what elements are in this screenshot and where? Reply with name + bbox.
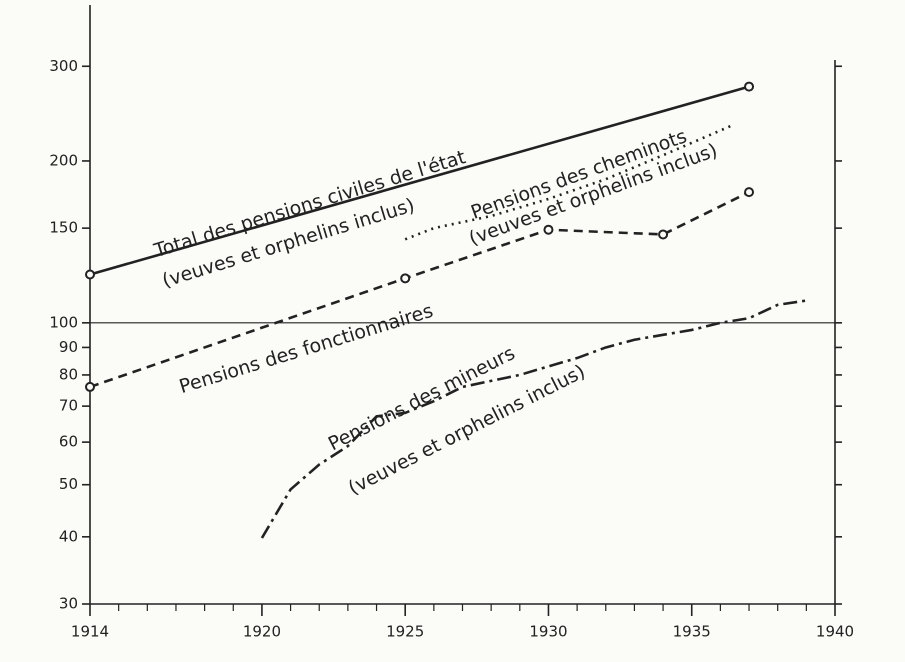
annotation: Pensions des mineurs xyxy=(325,342,519,455)
point-marker xyxy=(85,381,95,392)
y-tick-label: 100 xyxy=(49,313,78,331)
y-tick-label: 150 xyxy=(49,219,78,237)
y-tick-label: 200 xyxy=(49,151,78,169)
y-tick-label: 40 xyxy=(59,527,78,545)
point-marker xyxy=(744,187,755,198)
x-tick-label: 1940 xyxy=(816,623,854,641)
y-tick-label: 90 xyxy=(59,338,78,356)
series-line xyxy=(89,190,750,389)
point-marker xyxy=(85,269,95,280)
point-marker xyxy=(400,273,411,284)
x-tick-label: 1914 xyxy=(71,623,109,641)
y-tick-label: 70 xyxy=(59,397,78,415)
y-tick-label: 30 xyxy=(59,595,78,613)
y-tick-label: 80 xyxy=(59,365,78,383)
point-marker xyxy=(744,81,755,92)
point-marker xyxy=(543,224,554,235)
y-tick-label: 50 xyxy=(59,475,78,493)
x-tick-label: 1930 xyxy=(529,623,567,641)
x-tick-label: 1925 xyxy=(386,623,424,641)
series-line xyxy=(89,85,750,276)
point-marker xyxy=(658,229,669,240)
y-tick-label: 60 xyxy=(59,433,78,451)
series-line xyxy=(260,299,807,539)
x-tick-label: 1935 xyxy=(673,623,711,641)
x-tick-label: 1920 xyxy=(243,623,281,641)
y-tick-label: 300 xyxy=(49,57,78,75)
annotation: Pensions des fonctionnaires xyxy=(177,300,436,398)
